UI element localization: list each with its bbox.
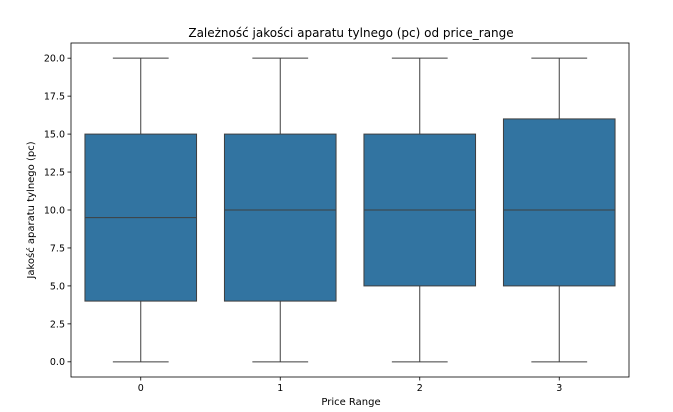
y-tick-label: 2.5: [50, 319, 65, 330]
box-group-3: [502, 57, 616, 363]
y-axis-label: Jakość aparatu tylnego (pc): [25, 141, 37, 279]
plot-frame: [70, 42, 630, 378]
plot-area: 0.0 2.5 5.0 7.5 10.0 12.5 15.0 17.5 20.0 0 1 2 3: [44, 54, 616, 394]
box-group-0: [84, 57, 198, 363]
box-iqr: [502, 118, 616, 287]
x-tick-label: 1: [277, 383, 283, 394]
x-tick-label: 2: [417, 383, 423, 394]
y-tick-label: 20.0: [44, 54, 65, 65]
y-tick-label: 17.5: [44, 92, 65, 103]
y-tick-label: 12.5: [44, 167, 65, 178]
y-tick-label: 7.5: [50, 243, 65, 254]
y-tick-label: 0.0: [50, 357, 65, 368]
x-tick-label: 0: [138, 383, 144, 394]
y-tick-label: 15.0: [44, 129, 65, 140]
x-tick-label: 3: [556, 383, 562, 394]
chart-title: Zależność jakości aparatu tylnego (pc) o…: [188, 26, 513, 40]
y-tick-label: 5.0: [50, 281, 65, 292]
y-tick-label: 10.0: [44, 205, 65, 216]
box-iqr: [223, 133, 337, 302]
box-group-1: [223, 57, 337, 363]
box-group-2: [363, 57, 477, 363]
x-axis-label: Price Range: [321, 397, 380, 408]
